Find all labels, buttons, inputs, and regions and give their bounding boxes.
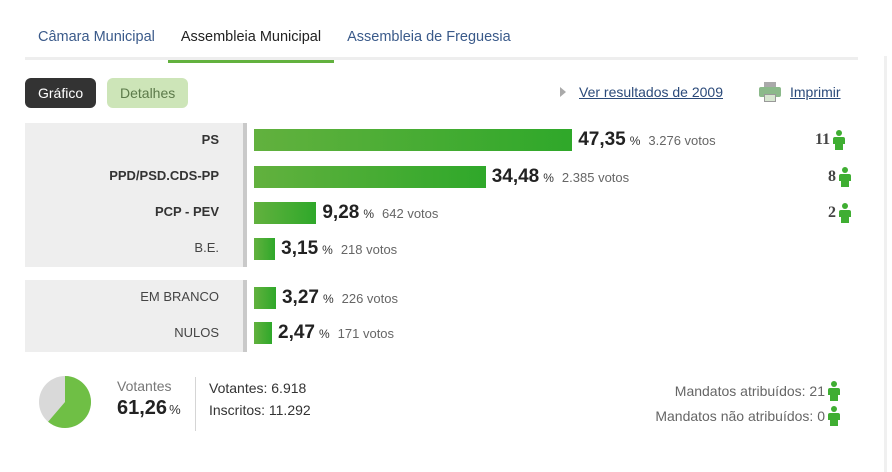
previous-results-label: Ver resultados de 2009 <box>579 84 723 100</box>
list-item: PPD/PSD.CDS-PP <box>25 159 243 195</box>
registered-count: Inscritos: 11.292 <box>209 402 311 418</box>
seat-count: 2 <box>828 204 836 221</box>
result-value: 9,28 % 642 votos <box>322 202 438 224</box>
result-percent: 47,35 <box>578 129 626 150</box>
percent-unit: % <box>543 171 554 185</box>
tab-assembleia-freguesia[interactable]: Assembleia de Freguesia <box>347 29 511 45</box>
turnout-percent: 61,26 <box>117 397 168 419</box>
result-percent: 3,27 <box>281 287 319 308</box>
list-item: PS <box>25 123 243 159</box>
other-vote-label: NULOS <box>174 325 219 340</box>
summary-divider <box>195 377 196 431</box>
list-item: B.E. <box>25 231 243 267</box>
seat-count: 11 <box>815 131 831 148</box>
list-item: EM BRANCO <box>25 280 243 316</box>
party-name: PCP - PEV <box>154 204 219 219</box>
mandates-assigned-label: Mandatos atribuídos: 21 <box>674 383 825 399</box>
seats-ps: 11 <box>815 130 846 150</box>
person-icon <box>828 406 840 426</box>
pie-slice-votantes <box>48 376 91 428</box>
result-percent: 9,28 <box>322 202 360 223</box>
result-bar <box>254 238 276 260</box>
result-votes: 226 votos <box>341 291 398 306</box>
election-tabs: Câmara Municipal Assembleia Municipal As… <box>25 18 858 63</box>
result-percent: 2,47 <box>278 322 315 343</box>
result-votes: 171 votos <box>337 326 395 341</box>
result-votes: 218 votos <box>340 242 398 257</box>
result-bar <box>254 129 573 151</box>
seats-ppd-psd-cds-pp: 8 <box>828 167 851 187</box>
tab-camara-municipal[interactable]: Câmara Municipal <box>38 29 155 45</box>
detalhes-button[interactable]: Detalhes <box>107 78 189 108</box>
print-label: Imprimir <box>790 84 841 100</box>
turnout-pie-chart <box>39 376 91 428</box>
right-divider <box>884 56 887 472</box>
result-votes: 3.276 votos <box>648 133 716 148</box>
result-bar <box>254 202 317 224</box>
percent-unit: % <box>318 327 330 341</box>
turnout-value: 61,26 % <box>117 397 181 420</box>
result-votes: 2.385 votos <box>561 170 630 185</box>
person-icon <box>839 203 851 223</box>
result-percent: 3,15 <box>281 238 319 259</box>
grafico-button[interactable]: Gráfico <box>25 78 97 108</box>
person-icon <box>828 381 840 401</box>
result-bar <box>254 287 276 309</box>
seats-pcp-pev: 2 <box>828 203 851 223</box>
result-value: 3,15 % 218 votos <box>281 238 397 260</box>
percent-unit: % <box>322 243 333 257</box>
party-name: PS <box>201 132 219 147</box>
voters-count: Votantes: 6.918 <box>209 380 307 396</box>
previous-results-link[interactable]: Ver resultados de 2009 <box>560 84 723 100</box>
party-name: PPD/PSD.CDS-PP <box>109 168 219 183</box>
person-icon <box>833 130 846 150</box>
list-item: PCP - PEV <box>25 195 243 231</box>
party-name: B.E. <box>194 240 219 255</box>
result-value: 2,47 % 171 votos <box>278 322 394 344</box>
mandates-unassigned: Mandatos não atribuídos: 0 <box>655 406 840 426</box>
other-votes-label-panel: EM BRANCO NULOS <box>25 280 247 352</box>
seat-count: 8 <box>828 168 836 185</box>
turnout-label: Votantes <box>117 378 172 394</box>
tab-assembleia-municipal[interactable]: Assembleia Municipal <box>167 18 335 63</box>
print-link[interactable]: Imprimir <box>758 81 841 103</box>
party-label-panel: PS PPD/PSD.CDS-PP PCP - PEV B.E. <box>25 123 247 267</box>
result-bar <box>254 166 486 188</box>
result-value: 3,27 % 226 votos <box>282 287 398 309</box>
result-value: 34,48 % 2.385 votos <box>492 166 629 188</box>
percent-unit: % <box>363 207 375 221</box>
percent-unit: % <box>322 292 334 306</box>
percent-unit: % <box>629 134 641 148</box>
mandates-unassigned-label: Mandatos não atribuídos: 0 <box>655 408 825 424</box>
printer-icon <box>758 81 782 103</box>
percent-unit: % <box>169 402 181 417</box>
result-bar <box>254 322 272 344</box>
list-item: NULOS <box>25 316 243 352</box>
other-vote-label: EM BRANCO <box>140 289 219 304</box>
triangle-right-icon <box>560 87 566 97</box>
result-votes: 642 votos <box>382 206 439 221</box>
mandates-assigned: Mandatos atribuídos: 21 <box>675 381 840 401</box>
person-icon <box>839 167 851 187</box>
result-value: 47,35 % 3.276 votos <box>578 129 715 151</box>
result-percent: 34,48 <box>491 166 540 187</box>
